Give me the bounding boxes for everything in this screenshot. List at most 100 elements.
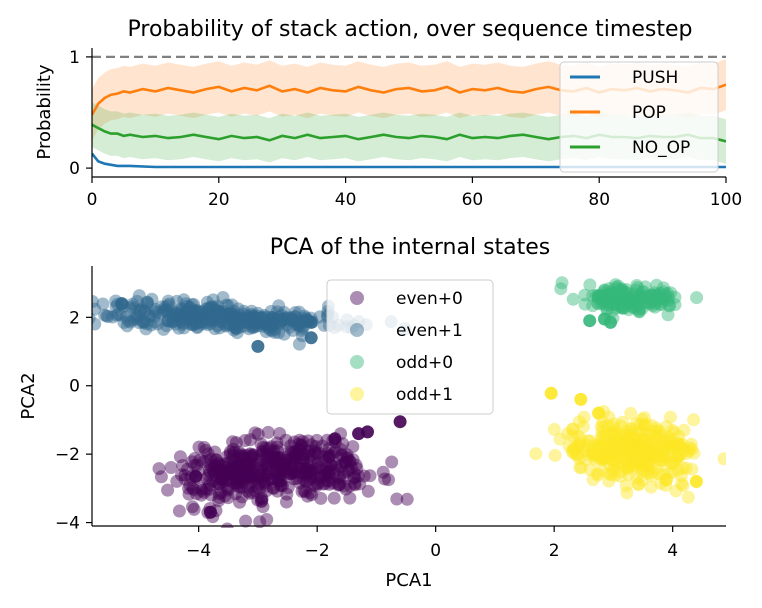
scatter-point [606,296,620,310]
scatter-point [671,450,685,464]
scatter-point [227,314,241,328]
scatter-point [171,310,185,324]
scatter-point [207,465,221,479]
scatter-point [635,291,649,305]
scatter-point [138,304,152,318]
scatter-point [233,458,246,472]
scatter-point [604,315,617,329]
scatter-point [284,313,298,327]
scatter-point [132,289,146,303]
scatter-point [261,321,275,335]
scatter-point [568,442,582,456]
scatter-point [210,463,224,477]
scatter-point [210,475,224,489]
scatter-point [202,476,216,490]
scatter-point [612,289,626,303]
scatter-point [638,453,651,467]
scatter-point [636,285,650,298]
scatter-point [158,303,172,316]
bottom-legend-box [326,279,494,415]
scatter-point [624,299,638,313]
scatter-point [209,453,222,466]
scatter-point [220,522,234,528]
scatter-point [172,310,186,324]
scatter-point [645,446,658,460]
scatter-point [283,453,297,467]
scatter-point [288,306,302,319]
scatter-point [623,293,637,307]
scatter-point [638,434,652,448]
scatter-point [229,436,243,450]
scatter-point [633,441,647,454]
scatter-point [674,469,688,483]
scatter-point [640,435,654,449]
scatter-point [594,452,608,466]
scatter-point [659,473,673,487]
scatter-point [670,451,684,465]
scatter-point [656,291,670,305]
scatter-point [246,309,260,323]
scatter-point [216,470,230,484]
scatter-point [267,450,280,464]
scatter-point [327,467,341,481]
scatter-point [186,318,200,332]
scatter-point [226,453,240,467]
scatter-point [376,465,390,479]
scatter-point [616,450,630,464]
scatter-point [302,451,315,465]
scatter-point [229,467,243,481]
scatter-point [642,453,655,467]
scatter-point [115,297,129,311]
scatter-point [200,295,214,309]
scatter-point [286,457,300,471]
scatter-point [229,459,243,472]
scatter-point [253,515,267,528]
scatter-point [140,317,154,331]
scatter-point [205,314,219,328]
scatter-point [343,491,357,505]
scatter-point [322,442,336,456]
scatter-point [303,473,317,487]
bottom-chart-ylabel: PCA2 [18,372,39,419]
pca-internal-states-chart: PCA of the internal states PCA2 PCA1 −4−… [18,235,726,591]
scatter-point [138,304,152,318]
scatter-point [251,339,265,353]
scatter-point [265,318,279,332]
scatter-point [357,469,371,483]
scatter-point [604,446,618,460]
scatter-point [604,451,617,465]
scatter-point [212,464,226,478]
scatter-point [254,316,268,330]
scatter-point [615,428,629,442]
scatter-point [676,479,690,493]
scatter-point [608,292,621,306]
scatter-point [597,449,611,463]
scatter-point [256,463,269,477]
scatter-point [183,301,197,315]
scatter-point [327,491,341,505]
scatter-point [645,418,658,432]
scatter-point [226,464,240,478]
scatter-point [219,317,233,331]
scatter-point [613,465,627,479]
scatter-point [304,331,318,345]
scatter-point [640,446,654,460]
scatter-point [548,448,562,462]
scatter-point [261,462,274,475]
scatter-point [637,458,651,471]
scatter-point [272,299,286,313]
scatter-point [603,438,617,452]
scatter-point [188,311,202,325]
scatter-point [244,313,258,327]
scatter-point [635,437,648,451]
scatter-point [602,298,616,312]
scatter-point [635,439,649,453]
scatter-point [304,465,317,479]
scatter-point [261,319,275,333]
scatter-point [609,432,623,446]
scatter-point [657,281,670,295]
scatter-point [246,320,260,334]
scatter-point [635,451,649,465]
scatter-point [621,462,634,475]
scatter-point [271,474,285,488]
